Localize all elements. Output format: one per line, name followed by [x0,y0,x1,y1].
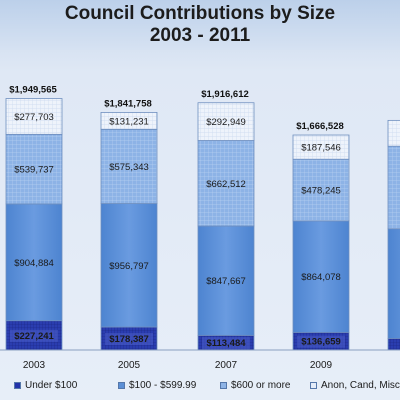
segment-value-label: $178,387 [109,334,149,345]
bar-segment-600-or-more-2011 [387,145,400,230]
segment-label-bg [10,329,58,342]
segment-value-label: $113,484 [206,338,246,349]
legend-swatch [118,382,125,389]
legend-label: $600 or more [231,380,291,391]
segment-value-label: $478,245 [301,186,341,197]
segment-value-label: $575,343 [109,162,149,173]
bar-total-label-2009: $1,666,528 [296,121,344,132]
bar-segment-100-to-599-2003 [5,203,63,322]
bar-segment-600-or-more-2003 [5,133,63,205]
segment-value-label: $662,512 [206,179,246,190]
bar-segment-600-or-more-2009 [292,158,350,222]
segment-value-label: $847,667 [206,276,246,287]
legend-item-600-or-more: $600 or more [220,380,290,391]
bar-segment-600-or-more-2005 [100,128,158,204]
segment-value-label: $136,659 [301,337,341,348]
segment-value-label: $277,703 [14,112,54,123]
legend-item-under-100: Under $100 [14,380,77,391]
legend-label: Anon, Cand, Misc Re [321,380,400,391]
x-tick-label-2009: 2009 [310,360,333,371]
segment-value-label: $227,241 [14,331,54,342]
bar-total-label-2007: $1,916,612 [201,89,249,100]
chart-subtitle: 2003 - 2011 [149,25,251,46]
legend-label: Under $100 [25,380,78,391]
x-tick-label-2007: 2007 [215,360,238,371]
legend-swatch [310,382,317,389]
segment-value-label: $292,949 [206,117,246,128]
bar-segment-anon-cand-misc-2003 [5,98,63,135]
bar-segment-anon-cand-misc-2009 [292,134,350,160]
bar-total-label-2005: $1,841,758 [104,98,152,109]
segment-value-label: $956,797 [109,261,149,272]
segment-value-label: $131,231 [109,116,149,127]
legend-label: $100 - $599.99 [129,380,197,391]
x-tick-label-2005: 2005 [118,360,141,371]
legend-item-anon-cand-misc: Anon, Cand, Misc Re [310,380,400,391]
segment-label-bg [297,335,345,348]
segment-label-bg [105,332,153,345]
legend-swatch [14,382,21,389]
chart-title: Council Contributions by Size [64,3,336,24]
legend-item-100-to-599: $100 - $599.99 [118,380,196,391]
chart-legend: Under $100 $100 - $599.99 $600 or more Anon… [0,376,400,396]
chart-title-area: Council Contributions by Size 2003 - 201… [0,0,400,50]
bar-total-label-2003: $1,949,565 [9,85,57,96]
bar-segment-100-to-599-2011 [387,228,400,339]
segment-value-label: $864,078 [301,272,341,283]
legend-swatch [220,382,227,389]
bar-segment-under-100-2011 [387,337,400,351]
segment-label-bg [202,337,250,350]
bar-segment-100-to-599-2009 [292,220,350,333]
segment-value-label: $187,546 [301,143,341,154]
bar-segment-100-to-599-2005 [100,203,158,328]
bar-segment-600-or-more-2007 [197,140,255,227]
bar-segment-anon-cand-misc-2007 [197,102,255,141]
x-tick-label-2003: 2003 [23,360,46,371]
bar-segment-100-to-599-2007 [197,225,255,336]
bar-segment-anon-cand-misc-2011 [387,119,400,147]
segment-value-label: $904,884 [14,258,54,269]
segment-value-label: $539,737 [14,165,54,176]
bar-segment-anon-cand-misc-2005 [100,112,158,130]
